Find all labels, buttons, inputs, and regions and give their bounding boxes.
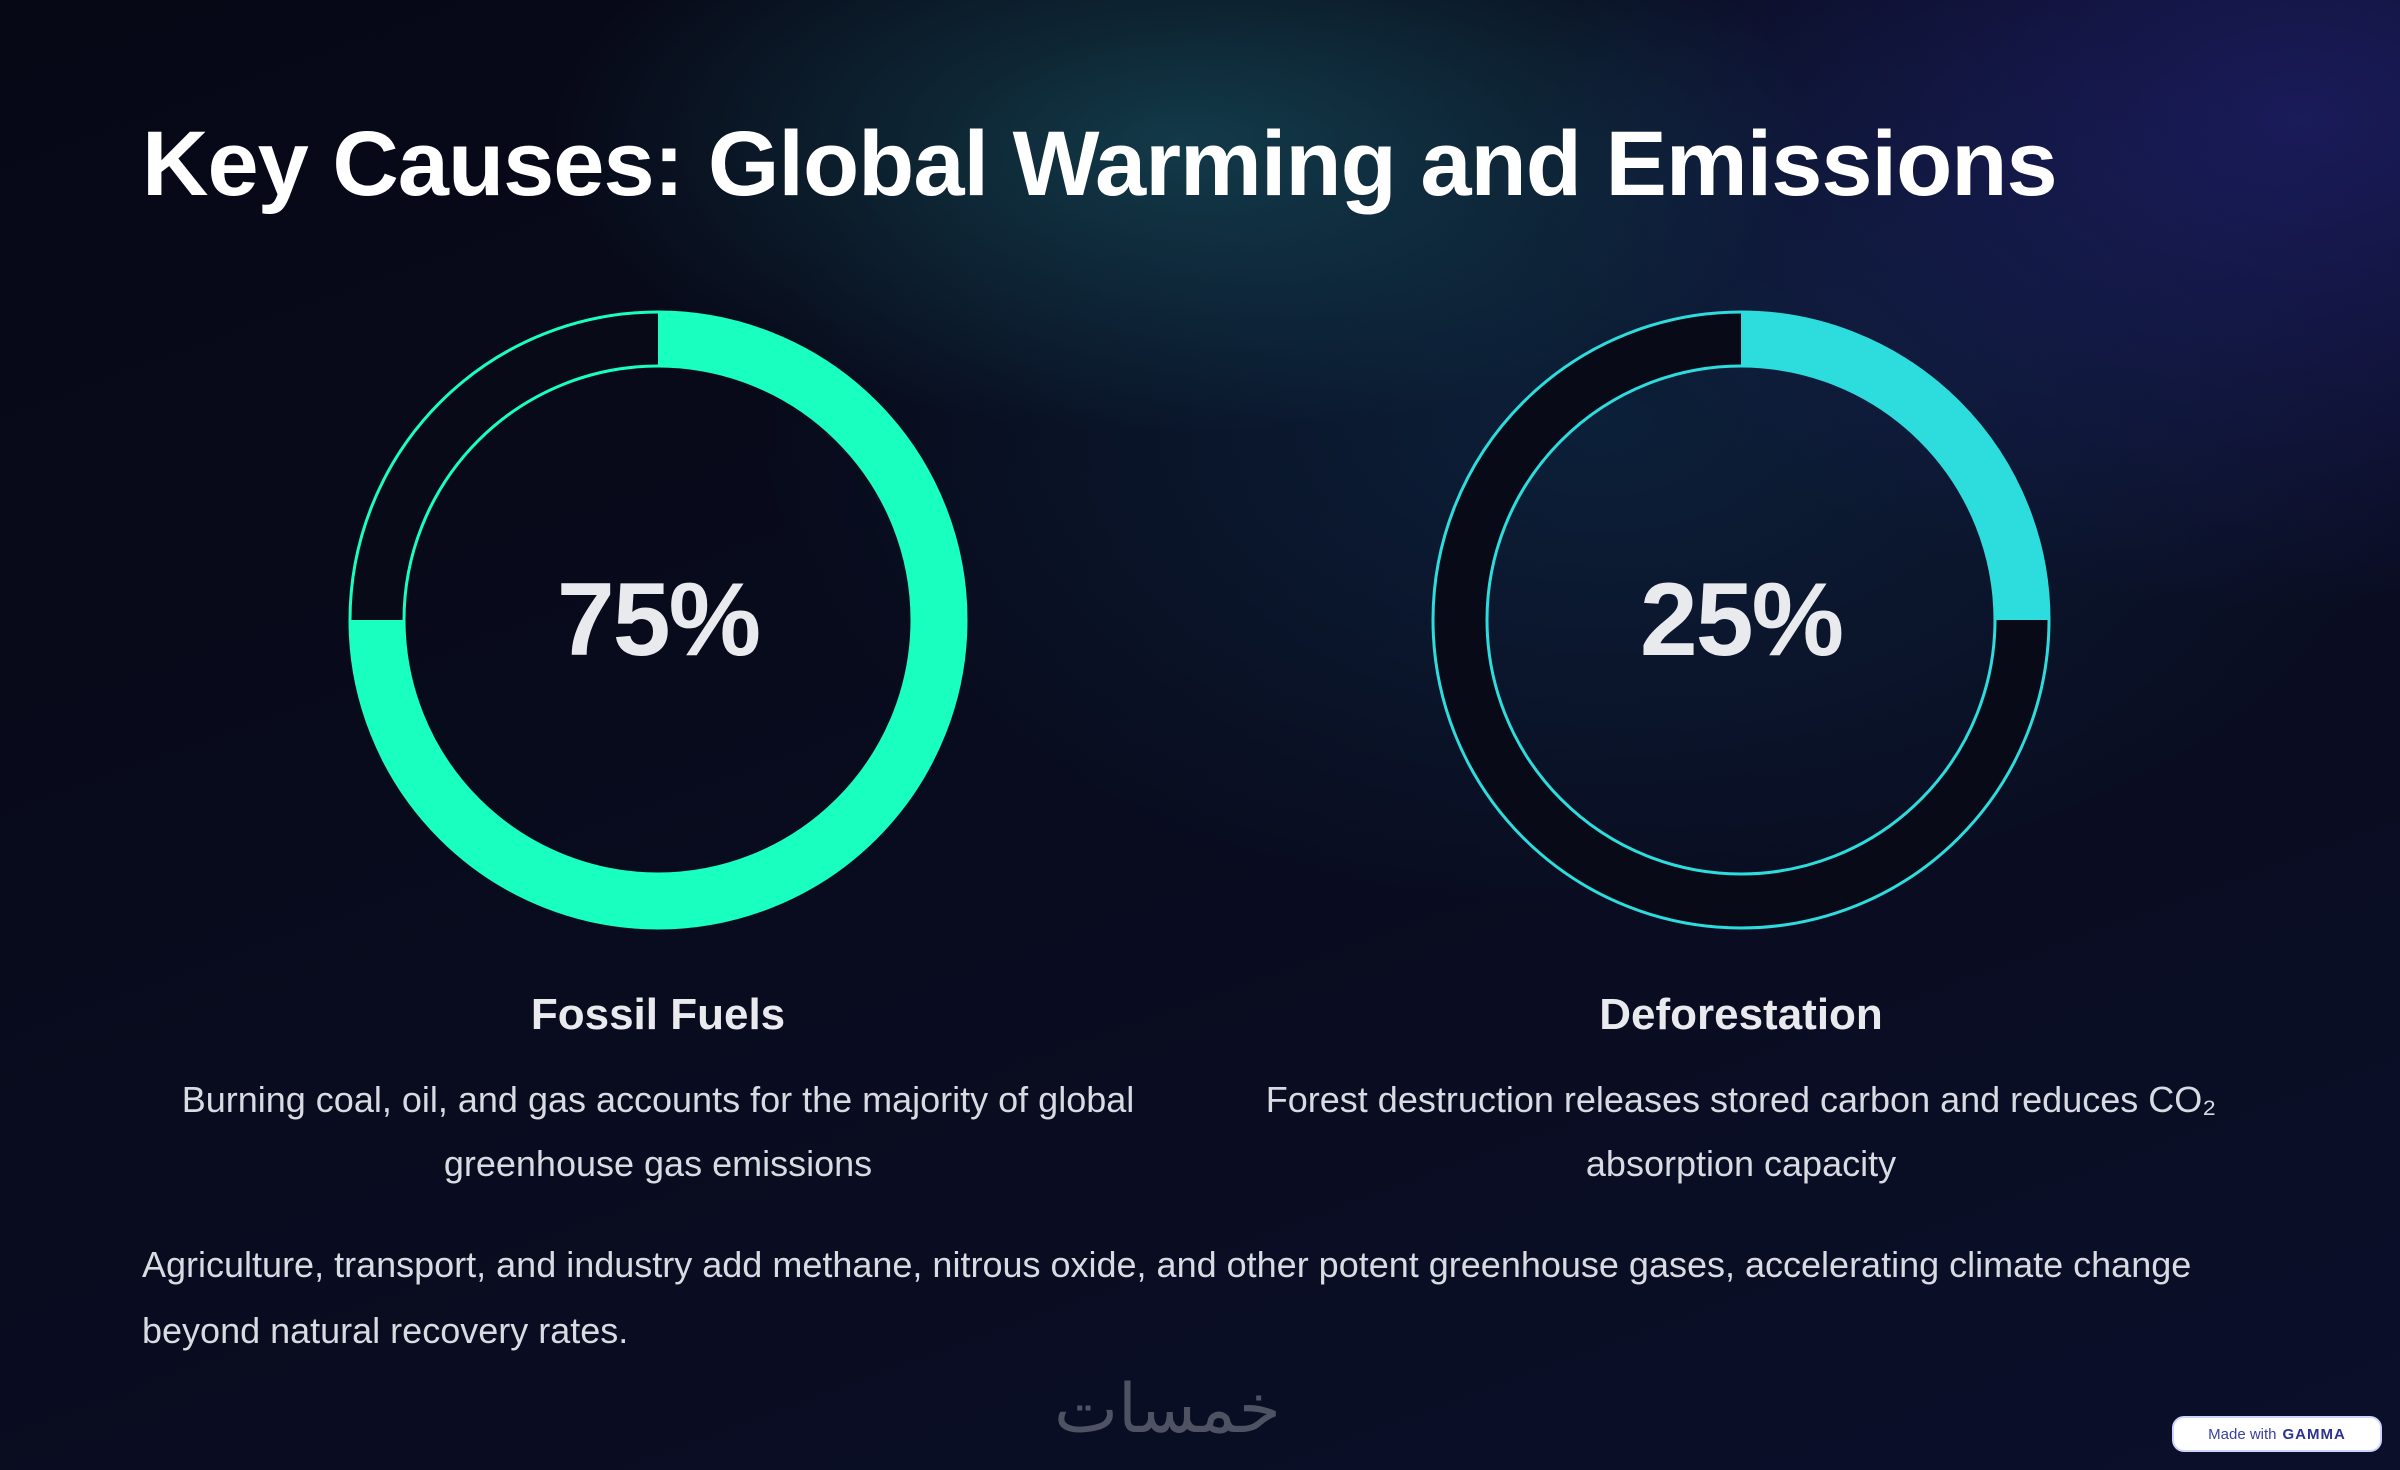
stat-value: 75% xyxy=(556,562,761,678)
stat-description: Forest destruction releases stored carbo… xyxy=(1265,1079,2217,1184)
footer-note: Agriculture, transport, and industry add… xyxy=(142,1244,2192,1351)
badge-prefix: Made with xyxy=(2208,1425,2277,1443)
stat-card-deforestation: 25% Deforestation Forest destruction rel… xyxy=(1226,310,2256,1196)
progress-ring: 75% xyxy=(348,310,968,930)
gamma-logo: GAMMA xyxy=(2282,1425,2346,1443)
stat-label: Fossil Fuels xyxy=(530,990,786,1039)
progress-ring: 25% xyxy=(1431,310,2051,930)
made-with-gamma-badge[interactable]: Made with GAMMA xyxy=(2172,1416,2382,1452)
slide-title: Key Causes: Global Warming and Emissions xyxy=(142,113,2058,215)
stat-description: Burning coal, oil, and gas accounts for … xyxy=(181,1079,1135,1184)
ring-progress-arc xyxy=(1741,312,2049,620)
stat-value: 25% xyxy=(1639,562,1844,678)
stat-label: Deforestation xyxy=(1599,990,1883,1039)
progress-ring-graphic xyxy=(348,310,968,930)
stat-card-fossil-fuels: 75% Fossil Fuels Burning coal, oil, and … xyxy=(143,310,1173,1196)
progress-ring-graphic xyxy=(1431,310,2051,930)
watermark-logo: خمسات xyxy=(1054,1370,1281,1449)
